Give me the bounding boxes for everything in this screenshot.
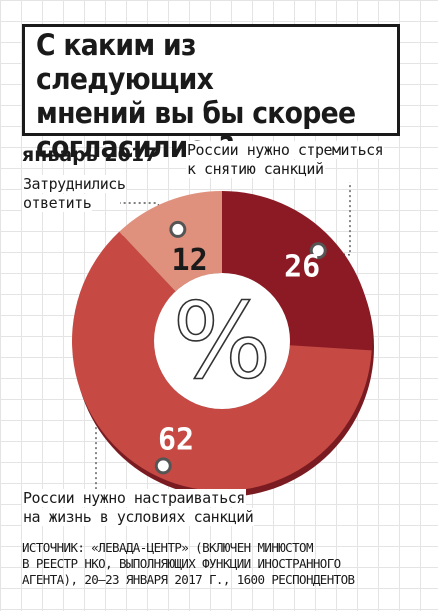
marker-lift-sanctions [309,242,327,260]
value-lift-sanctions: 26 [284,250,320,285]
source-note: ИСТОЧНИК: «ЛЕВАДА-ЦЕНТР» (ВКЛЮЧЕН МИНЮСТ… [22,540,422,588]
source-line-1: ИСТОЧНИК: «ЛЕВАДА-ЦЕНТР» (ВКЛЮЧЕН МИНЮСТ… [22,540,313,555]
slice-label-undecided: Затруднились ответить [22,175,127,213]
slice-label-undecided-line-2: ответить [22,194,93,212]
slice-lift-sanctions [222,191,373,351]
slice-undecided [119,190,222,292]
percent-symbol: % [173,280,272,402]
slice-label-adapt-line-1: России нужно настраиваться [22,489,246,507]
source-line-2: В РЕЕСТР НКО, ВЫПОЛНЯЮЩИХ ФУНКЦИИ ИНОСТР… [22,556,341,571]
marker-adapt-to-sanctions [154,457,172,475]
slice-label-adapt-line-2: на жизнь в условиях санкций [22,508,255,526]
source-line-3: АГЕНТА), 20–23 ЯНВАРЯ 2017 Г., 1600 РЕСП… [22,572,355,587]
slice-label-adapt-to-sanctions: России нужно настраиваться на жизнь в ус… [22,489,255,527]
slice-label-lift-sanctions-line-2: к снятию санкций [186,160,325,178]
marker-undecided [169,220,187,238]
slice-values: 26 62 12 [158,243,320,458]
chart-title: С каким из следующих мнений вы бы скорее… [36,28,376,164]
donut-hole [154,273,290,409]
slice-label-undecided-line-1: Затруднились [22,175,127,193]
title-box [22,24,400,136]
slice-adapt-to-sanctions [72,231,372,491]
title-line-2: мнений вы бы скорее [36,96,356,130]
slice-label-lift-sanctions-line-1: России нужно стремиться [186,141,385,159]
title-line-1: С каким из следующих [36,28,214,96]
center-mark: % [154,273,290,409]
value-adapt-to-sanctions: 62 [158,423,194,458]
slice-label-lift-sanctions: России нужно стремиться к снятию санкций [186,141,385,179]
chart-date: январь 2017 [22,144,158,166]
value-undecided: 12 [172,243,208,278]
slice-markers [154,220,327,475]
leader-adapt-to-sanctions [95,390,164,506]
